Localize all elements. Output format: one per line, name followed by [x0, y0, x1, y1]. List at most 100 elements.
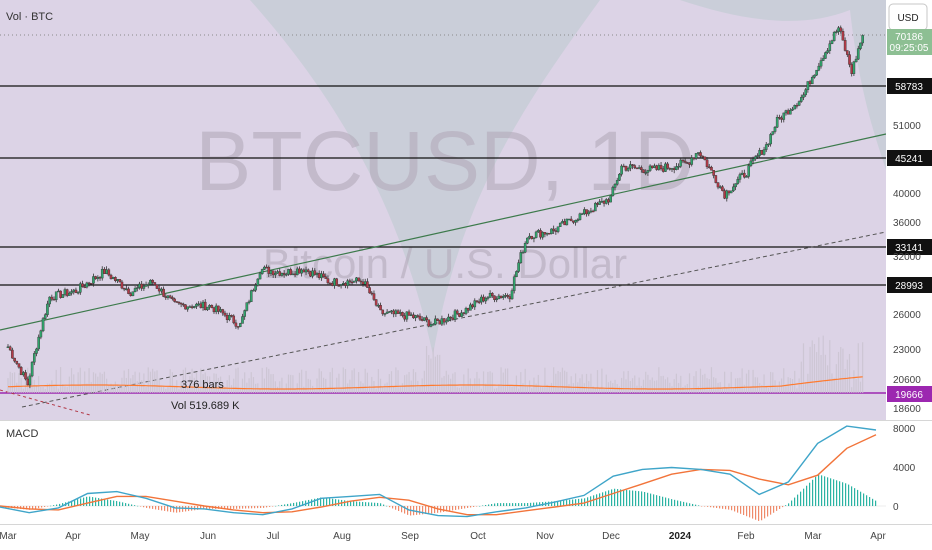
candle[interactable]	[453, 309, 457, 322]
candle[interactable]	[447, 313, 450, 322]
candle[interactable]	[666, 161, 669, 170]
candle[interactable]	[388, 310, 391, 313]
candle[interactable]	[677, 163, 680, 170]
candle[interactable]	[644, 169, 648, 176]
candle[interactable]	[127, 286, 130, 295]
candle[interactable]	[267, 265, 271, 278]
candle[interactable]	[534, 230, 538, 239]
candle[interactable]	[771, 131, 775, 136]
candle[interactable]	[234, 319, 238, 329]
candle[interactable]	[506, 293, 509, 299]
candle[interactable]	[339, 284, 343, 289]
candle[interactable]	[182, 302, 185, 307]
candle[interactable]	[782, 112, 786, 123]
candle[interactable]	[243, 309, 246, 320]
candle[interactable]	[238, 322, 242, 328]
candle[interactable]	[749, 157, 753, 168]
candle[interactable]	[824, 51, 827, 59]
candle[interactable]	[747, 163, 751, 179]
candle[interactable]	[24, 369, 27, 381]
candle[interactable]	[425, 315, 428, 323]
candle[interactable]	[120, 279, 124, 290]
candle[interactable]	[155, 284, 159, 289]
candle[interactable]	[249, 289, 253, 302]
candle[interactable]	[455, 309, 459, 316]
candle[interactable]	[13, 357, 16, 363]
candle[interactable]	[631, 163, 634, 170]
candle[interactable]	[374, 299, 378, 307]
candle[interactable]	[254, 282, 257, 292]
candle[interactable]	[729, 190, 733, 194]
candle[interactable]	[151, 279, 154, 285]
candle[interactable]	[442, 317, 446, 326]
candle[interactable]	[854, 55, 858, 63]
candle[interactable]	[843, 37, 847, 52]
candle[interactable]	[705, 156, 709, 169]
candle[interactable]	[436, 318, 439, 322]
candle[interactable]	[89, 283, 93, 285]
candle[interactable]	[721, 185, 724, 192]
candle[interactable]	[118, 279, 122, 283]
candle[interactable]	[861, 34, 864, 46]
candle[interactable]	[767, 143, 770, 148]
candle[interactable]	[381, 309, 385, 316]
candle[interactable]	[418, 313, 422, 322]
candle[interactable]	[111, 276, 115, 280]
candle[interactable]	[192, 305, 196, 309]
candle[interactable]	[517, 259, 520, 273]
candle[interactable]	[626, 166, 630, 172]
trendline-upper[interactable]	[0, 133, 887, 331]
candle[interactable]	[15, 360, 19, 365]
candle[interactable]	[48, 296, 51, 308]
candle[interactable]	[37, 334, 40, 351]
candle[interactable]	[806, 81, 810, 93]
candle[interactable]	[68, 291, 71, 296]
candle[interactable]	[821, 55, 825, 62]
candle[interactable]	[510, 288, 514, 300]
candle[interactable]	[473, 298, 477, 310]
candle[interactable]	[28, 373, 32, 389]
time-axis[interactable]: Mar Apr May Jun Jul Aug Sep Oct Nov Dec …	[0, 531, 886, 542]
candle[interactable]	[131, 291, 135, 297]
candle[interactable]	[70, 289, 73, 296]
candle[interactable]	[580, 212, 584, 215]
candle[interactable]	[574, 219, 577, 226]
candle[interactable]	[710, 165, 713, 171]
candle[interactable]	[856, 45, 860, 60]
candle[interactable]	[486, 295, 490, 301]
candle[interactable]	[775, 114, 779, 129]
candle[interactable]	[526, 237, 529, 245]
candle[interactable]	[804, 88, 807, 97]
candle[interactable]	[203, 299, 207, 311]
candle[interactable]	[762, 146, 766, 156]
candle[interactable]	[802, 92, 805, 101]
candle[interactable]	[54, 291, 58, 303]
candle[interactable]	[346, 278, 349, 289]
candle[interactable]	[175, 301, 179, 303]
candle[interactable]	[282, 270, 286, 278]
candle[interactable]	[144, 281, 148, 287]
candle[interactable]	[629, 160, 632, 172]
candle[interactable]	[168, 294, 172, 299]
candle[interactable]	[256, 278, 260, 287]
candle[interactable]	[795, 103, 799, 109]
candle[interactable]	[357, 277, 360, 282]
candle[interactable]	[679, 158, 683, 169]
candle[interactable]	[285, 272, 288, 277]
candle[interactable]	[769, 132, 772, 147]
candle[interactable]	[791, 106, 794, 112]
candle[interactable]	[797, 100, 801, 107]
candle[interactable]	[366, 278, 369, 288]
candle[interactable]	[552, 225, 555, 235]
candle[interactable]	[173, 297, 176, 303]
candle[interactable]	[832, 30, 836, 42]
candle[interactable]	[140, 280, 143, 291]
candle[interactable]	[521, 250, 525, 254]
candle[interactable]	[423, 317, 426, 322]
candle[interactable]	[556, 226, 560, 234]
candle[interactable]	[32, 351, 36, 366]
candle[interactable]	[221, 308, 225, 316]
candle[interactable]	[184, 304, 187, 310]
candle[interactable]	[74, 287, 78, 294]
